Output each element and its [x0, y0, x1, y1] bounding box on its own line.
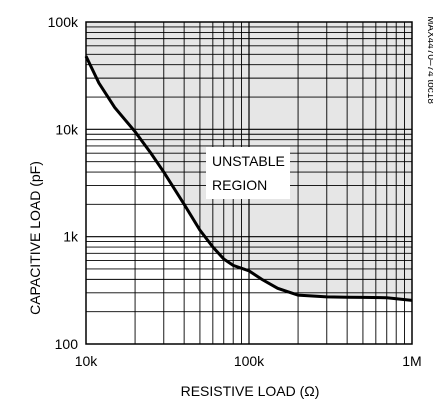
x-axis-label: RESISTIVE LOAD (Ω) — [181, 383, 320, 399]
tick-labels: 10k 100k 1M 100k 10k 1k 100 — [48, 14, 422, 369]
plot-frame — [85, 21, 413, 345]
x-tick-label: 10k — [75, 353, 99, 369]
unstable-region-label: UNSTABLE — [212, 153, 285, 169]
y-tick-label: 100k — [48, 14, 79, 30]
y-tick-label: 10k — [55, 121, 79, 137]
x-tick-label: 1M — [402, 353, 421, 369]
x-tick-label: 100k — [234, 353, 265, 369]
y-tick-label: 1k — [63, 229, 79, 245]
figure-id: MAX4470–74 toc18 — [425, 16, 433, 104]
y-axis-label: CAPACITIVE LOAD (pF) — [27, 161, 43, 315]
unstable-region-label-line2: REGION — [212, 177, 267, 193]
y-tick-label: 100 — [55, 336, 79, 352]
stability-boundary-curve — [84, 55, 413, 302]
unstable-region-label-bg — [206, 147, 290, 199]
grid — [86, 22, 412, 344]
